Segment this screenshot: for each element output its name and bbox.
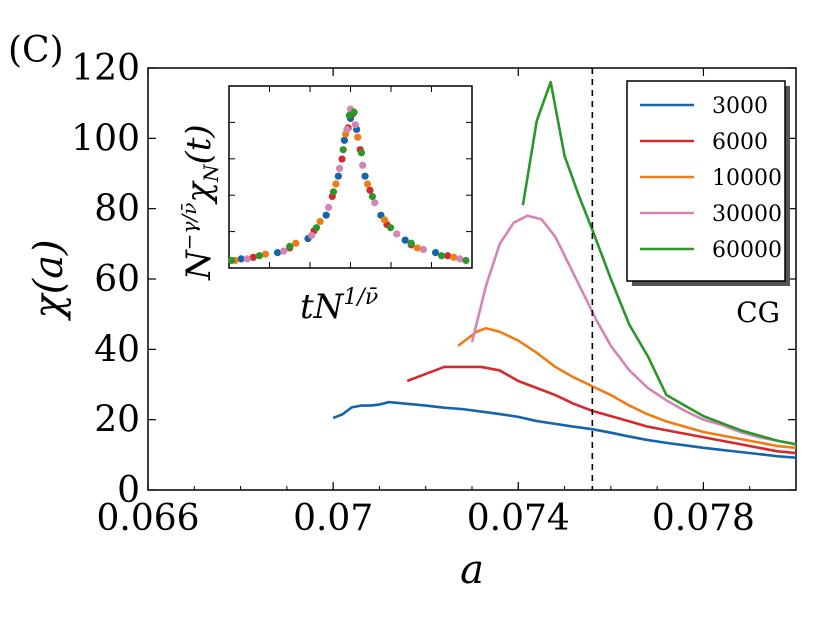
inset-point-10000: [261, 250, 270, 258]
inset-point-60000: [339, 146, 347, 154]
main-series-lines: [332, 80, 797, 459]
series-line-3000: [332, 400, 797, 459]
inset-points: [227, 105, 470, 265]
legend-label-30000: 30000: [712, 202, 782, 227]
inset-x-title-base: tN: [300, 287, 345, 327]
x-axis-title: a: [460, 547, 484, 593]
inset-point-60000: [227, 256, 236, 265]
inset-point-60000: [312, 224, 321, 232]
inset-point-30000: [456, 255, 464, 263]
inset-point-3000: [334, 172, 342, 180]
inset-point-30000: [393, 230, 401, 238]
y-tick-label: 0: [117, 470, 140, 511]
inset-point-30000: [359, 161, 367, 169]
legend: 3000 6000 10000 30000 60000: [626, 80, 790, 286]
inset-point-60000: [368, 192, 376, 201]
y-tick-label: 20: [94, 400, 140, 441]
inset-point-3000: [361, 172, 369, 180]
cg-annotation: CG: [736, 296, 780, 329]
inset-point-30000: [243, 255, 251, 263]
y-tick-label: 60: [94, 259, 140, 300]
inset-point-10000: [332, 180, 340, 188]
y-axis-title: χ(a): [26, 239, 72, 321]
inset-x-title-exp: 1/ν̄: [343, 285, 378, 310]
inset-point-60000: [386, 224, 395, 232]
inset-point-60000: [255, 252, 263, 260]
legend-label-10000: 10000: [712, 166, 782, 191]
inset-point-3000: [274, 249, 282, 257]
inset-point-30000: [343, 125, 351, 133]
legend-label-3000: 3000: [712, 94, 768, 119]
inset-point-30000: [351, 121, 359, 129]
x-tick-label: 0.074: [467, 498, 570, 539]
series-line-6000: [406, 365, 797, 455]
inset-point-60000: [438, 252, 446, 260]
inset-point-6000: [444, 252, 452, 260]
inset-point-3000: [431, 249, 440, 257]
inset-y-title-base: N: [179, 249, 219, 281]
legend-label-6000: 6000: [712, 130, 768, 155]
inset-point-6000: [338, 155, 346, 163]
y-tick-label: 40: [94, 329, 140, 370]
inset-point-3000: [340, 136, 349, 144]
inset-point-10000: [450, 253, 458, 261]
inset-point-10000: [380, 216, 389, 224]
inset-y-title-sub: N: [199, 163, 223, 183]
series-line-10000: [457, 326, 797, 450]
series-line-60000: [521, 80, 797, 446]
inset-point-10000: [354, 133, 362, 141]
inset-point-3000: [237, 255, 245, 263]
inset-point-30000: [308, 231, 316, 240]
panel-label: (C): [8, 30, 64, 71]
inset-point-60000: [462, 256, 470, 265]
y-tick-label: 80: [94, 189, 140, 230]
inset-y-title: N−γ/ν̄χN(t): [177, 124, 223, 281]
y-tick-label: 100: [71, 118, 140, 159]
inset: tN1/ν̄ N−γ/ν̄χN(t): [177, 85, 473, 327]
inset-point-30000: [419, 245, 427, 254]
inset-point-10000: [363, 180, 372, 188]
inset-y-title-exp: −γ/ν̄: [177, 203, 201, 251]
inset-point-60000: [286, 242, 294, 250]
inset-point-60000: [350, 108, 358, 116]
inset-point-10000: [292, 239, 300, 247]
inset-point-60000: [407, 239, 415, 247]
inset-point-60000: [329, 188, 338, 196]
inset-x-title: tN1/ν̄: [300, 285, 378, 327]
inset-point-6000: [366, 186, 374, 194]
inset-point-30000: [325, 203, 333, 211]
inset-point-10000: [413, 244, 421, 252]
inset-point-30000: [371, 199, 379, 207]
inset-point-3000: [322, 211, 330, 219]
inset-y-title-chi: χ: [179, 180, 219, 205]
inset-point-30000: [335, 164, 344, 172]
legend-box: [626, 80, 786, 282]
x-tick-label: 0.066: [96, 498, 199, 539]
inset-y-title-arg: (t): [179, 124, 219, 164]
x-tick-label: 0.07: [293, 498, 373, 539]
inset-ticks: [228, 85, 473, 269]
inset-point-6000: [249, 253, 257, 261]
inset-point-60000: [357, 149, 366, 157]
legend-label-60000: 60000: [712, 238, 782, 263]
inset-point-10000: [316, 217, 324, 226]
main-axis-ticks: 0.066 0.07 0.074 0.078 0 20 40 60 80 100 120: [71, 48, 797, 539]
series-line-30000: [470, 214, 797, 446]
y-tick-label: 120: [71, 48, 140, 89]
inset-point-30000: [280, 247, 288, 255]
inset-point-3000: [401, 236, 409, 244]
x-tick-label: 0.078: [652, 498, 755, 539]
